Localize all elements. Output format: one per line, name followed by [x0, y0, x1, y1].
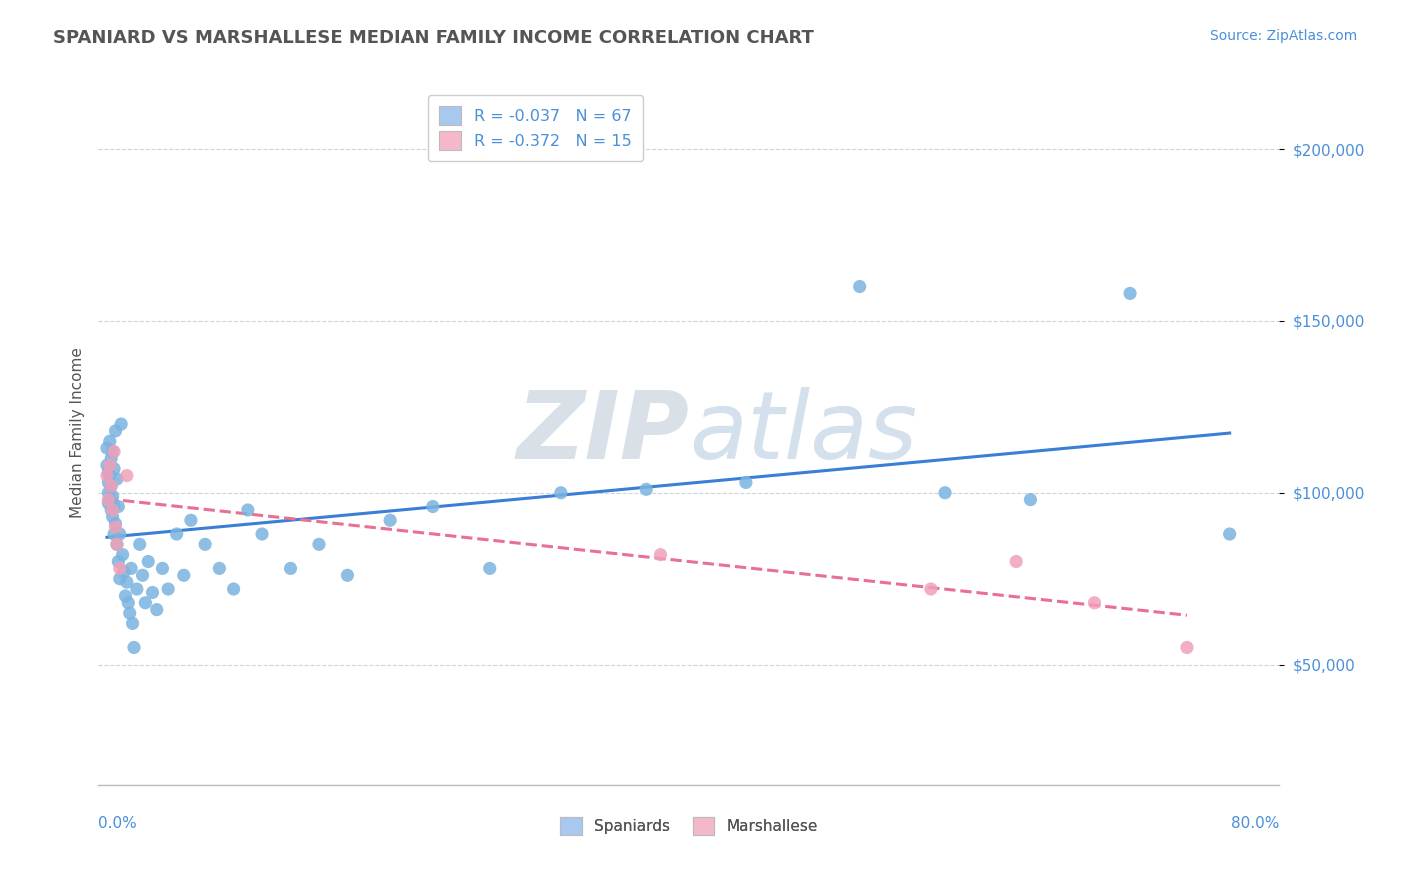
Point: [98, 458, 121, 473]
Point: [103, 527, 125, 541]
Point: [104, 516, 127, 531]
Point: [112, 565, 135, 579]
Point: [650, 548, 672, 562]
Point: [96, 441, 118, 455]
Point: [166, 527, 188, 541]
Point: [157, 582, 180, 596]
Point: [125, 582, 148, 596]
Point: [107, 555, 129, 569]
Point: [1083, 596, 1105, 610]
Point: [105, 472, 128, 486]
Point: [96, 468, 118, 483]
Point: [250, 527, 273, 541]
Point: [101, 509, 124, 524]
Point: [1019, 492, 1042, 507]
Legend: Spaniards, Marshallese: Spaniards, Marshallese: [554, 811, 824, 841]
Point: [105, 537, 128, 551]
Point: [422, 500, 444, 514]
Point: [308, 537, 330, 551]
Text: 80.0%: 80.0%: [1232, 815, 1279, 830]
Point: [1219, 527, 1241, 541]
Point: [101, 503, 124, 517]
Point: [97, 465, 120, 479]
Point: [1005, 555, 1028, 569]
Point: [848, 279, 870, 293]
Point: [101, 489, 124, 503]
Point: [134, 596, 156, 610]
Point: [180, 513, 202, 527]
Text: Source: ZipAtlas.com: Source: ZipAtlas.com: [1209, 29, 1357, 43]
Point: [100, 479, 122, 493]
Point: [478, 561, 501, 575]
Point: [208, 561, 231, 575]
Point: [96, 458, 118, 473]
Point: [111, 548, 134, 562]
Y-axis label: Median Family Income: Median Family Income: [69, 347, 84, 518]
Point: [280, 561, 302, 575]
Point: [108, 561, 131, 575]
Point: [131, 568, 153, 582]
Point: [145, 602, 167, 616]
Point: [103, 461, 125, 475]
Point: [103, 444, 125, 458]
Point: [378, 513, 401, 527]
Point: [108, 572, 131, 586]
Point: [120, 561, 142, 575]
Point: [173, 568, 195, 582]
Point: [122, 640, 145, 655]
Point: [97, 496, 120, 510]
Point: [336, 568, 359, 582]
Point: [98, 434, 121, 449]
Point: [97, 485, 120, 500]
Point: [101, 444, 124, 458]
Point: [107, 500, 129, 514]
Point: [115, 575, 138, 590]
Point: [97, 492, 120, 507]
Point: [1119, 286, 1142, 301]
Point: [98, 468, 121, 483]
Text: 0.0%: 0.0%: [98, 815, 138, 830]
Point: [104, 424, 127, 438]
Point: [114, 589, 136, 603]
Point: [100, 479, 122, 493]
Point: [103, 500, 125, 514]
Point: [104, 520, 127, 534]
Point: [115, 468, 138, 483]
Point: [100, 503, 122, 517]
Point: [105, 537, 128, 551]
Point: [934, 485, 956, 500]
Point: [236, 503, 259, 517]
Point: [121, 616, 143, 631]
Point: [98, 492, 121, 507]
Point: [152, 561, 174, 575]
Point: [1175, 640, 1198, 655]
Point: [734, 475, 756, 490]
Point: [636, 483, 658, 497]
Text: SPANIARD VS MARSHALLESE MEDIAN FAMILY INCOME CORRELATION CHART: SPANIARD VS MARSHALLESE MEDIAN FAMILY IN…: [53, 29, 814, 46]
Point: [108, 527, 131, 541]
Point: [117, 596, 139, 610]
Point: [97, 475, 120, 490]
Point: [920, 582, 942, 596]
Point: [194, 537, 217, 551]
Point: [136, 555, 159, 569]
Point: [100, 451, 122, 466]
Point: [141, 585, 163, 599]
Text: atlas: atlas: [689, 387, 917, 478]
Point: [118, 606, 141, 620]
Point: [550, 485, 572, 500]
Point: [110, 417, 132, 431]
Text: ZIP: ZIP: [516, 386, 689, 479]
Point: [128, 537, 150, 551]
Point: [222, 582, 245, 596]
